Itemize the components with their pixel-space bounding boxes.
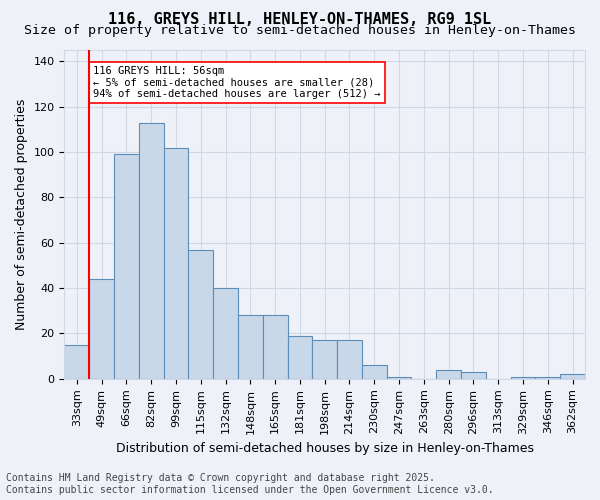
Bar bbox=[139, 122, 164, 379]
Text: Size of property relative to semi-detached houses in Henley-on-Thames: Size of property relative to semi-detach… bbox=[24, 24, 576, 37]
Bar bbox=[287, 336, 313, 379]
Y-axis label: Number of semi-detached properties: Number of semi-detached properties bbox=[15, 98, 28, 330]
Bar bbox=[164, 148, 188, 379]
Bar bbox=[213, 288, 238, 379]
Bar bbox=[238, 316, 263, 379]
Bar bbox=[337, 340, 362, 379]
Text: Contains HM Land Registry data © Crown copyright and database right 2025.
Contai: Contains HM Land Registry data © Crown c… bbox=[6, 474, 494, 495]
Bar bbox=[114, 154, 139, 379]
Bar bbox=[263, 316, 287, 379]
Bar bbox=[461, 372, 486, 379]
Text: 116, GREYS HILL, HENLEY-ON-THAMES, RG9 1SL: 116, GREYS HILL, HENLEY-ON-THAMES, RG9 1… bbox=[109, 12, 491, 28]
Bar bbox=[436, 370, 461, 379]
Text: 116 GREYS HILL: 56sqm
← 5% of semi-detached houses are smaller (28)
94% of semi-: 116 GREYS HILL: 56sqm ← 5% of semi-detac… bbox=[93, 66, 380, 99]
Bar bbox=[511, 376, 535, 379]
Bar bbox=[188, 250, 213, 379]
Bar bbox=[535, 376, 560, 379]
Bar bbox=[362, 365, 386, 379]
Bar bbox=[386, 376, 412, 379]
Bar bbox=[89, 279, 114, 379]
Bar bbox=[64, 345, 89, 379]
Bar bbox=[560, 374, 585, 379]
Bar bbox=[313, 340, 337, 379]
X-axis label: Distribution of semi-detached houses by size in Henley-on-Thames: Distribution of semi-detached houses by … bbox=[116, 442, 534, 455]
